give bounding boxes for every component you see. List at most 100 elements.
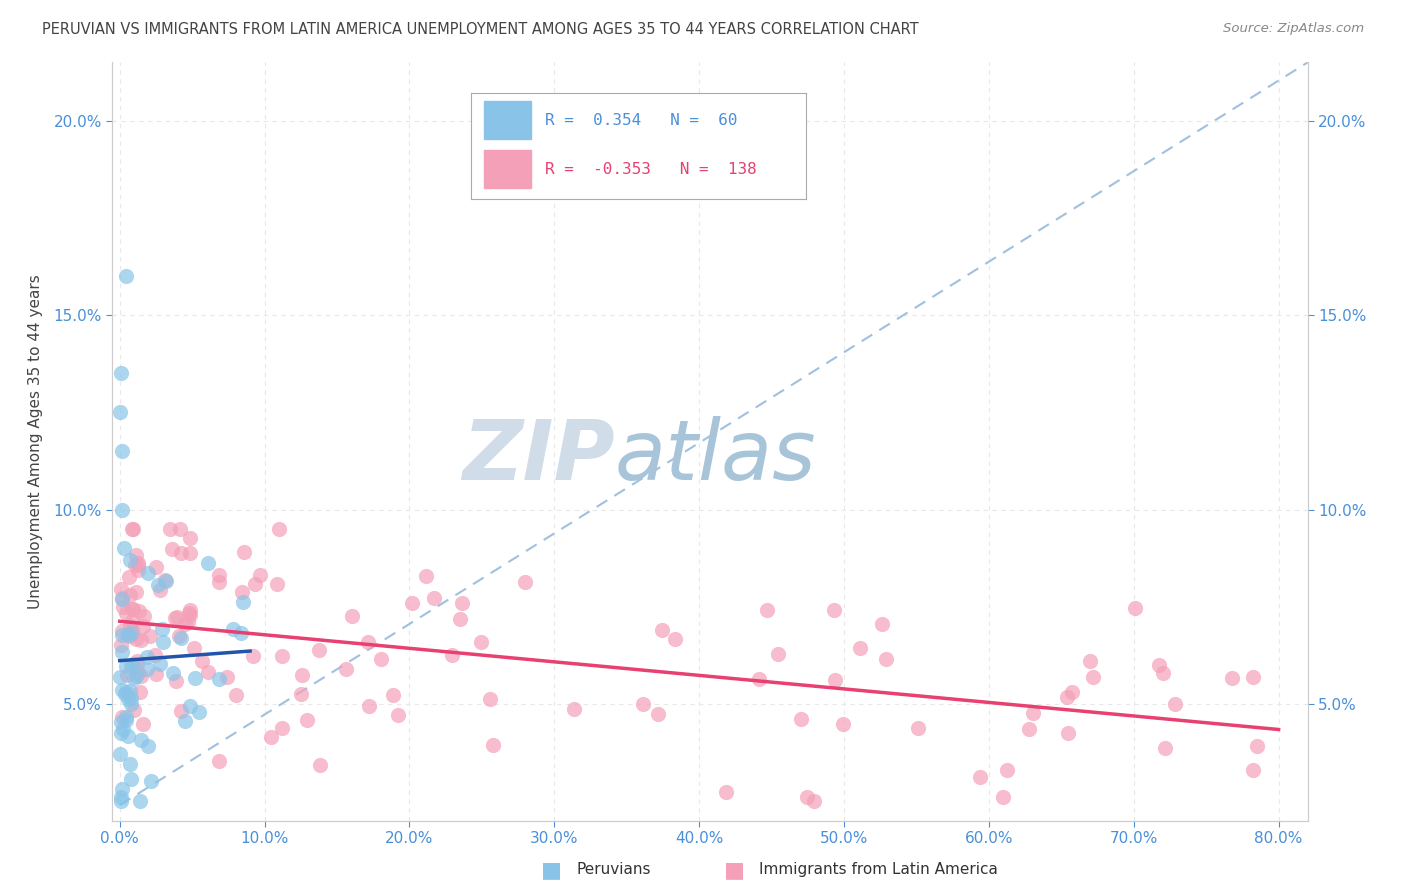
Point <box>197 556 219 570</box>
Point <box>110 715 132 730</box>
Point <box>359 699 381 714</box>
Point <box>907 721 929 735</box>
Point <box>297 713 319 727</box>
Point <box>148 578 170 592</box>
Point <box>335 662 357 676</box>
Point <box>267 522 290 536</box>
Point <box>148 657 170 672</box>
Point <box>132 716 155 731</box>
Point <box>111 624 134 639</box>
Text: Source: ZipAtlas.com: Source: ZipAtlas.com <box>1223 22 1364 36</box>
Point <box>243 577 266 591</box>
Point <box>232 545 254 559</box>
Point <box>177 606 200 620</box>
Point <box>125 668 148 682</box>
Point <box>118 619 141 633</box>
Point <box>155 574 177 588</box>
Point <box>152 635 174 649</box>
Point <box>145 560 167 574</box>
Point <box>232 595 254 609</box>
Point <box>401 596 423 610</box>
Point <box>631 697 654 711</box>
Point <box>125 657 148 672</box>
Point <box>208 673 231 687</box>
Point <box>187 706 209 720</box>
Point <box>271 721 294 735</box>
Point <box>132 619 155 633</box>
Point <box>440 648 463 662</box>
Point <box>1057 726 1080 740</box>
Point <box>179 531 201 545</box>
Point <box>131 732 153 747</box>
Point <box>515 574 537 589</box>
Point <box>128 558 150 573</box>
Point <box>139 629 162 643</box>
Point <box>110 726 132 740</box>
Point <box>122 657 145 671</box>
Point <box>259 731 281 745</box>
Point <box>1154 740 1177 755</box>
Point <box>117 627 139 641</box>
Point <box>121 623 143 637</box>
Point <box>173 714 195 729</box>
Point <box>108 670 131 684</box>
Point <box>136 566 159 580</box>
Point <box>111 444 134 458</box>
Point <box>449 612 471 626</box>
Point <box>1123 601 1146 615</box>
Point <box>128 604 150 618</box>
Point <box>150 622 173 636</box>
Point <box>117 730 139 744</box>
Point <box>308 642 330 657</box>
Point <box>208 567 231 582</box>
Point <box>470 635 492 649</box>
Point <box>249 567 271 582</box>
Point <box>160 541 183 556</box>
Point <box>165 673 187 688</box>
Point <box>790 712 813 726</box>
Point <box>756 603 779 617</box>
Point <box>562 702 585 716</box>
Point <box>290 687 312 701</box>
Point <box>291 667 314 681</box>
Point <box>125 665 148 680</box>
Point <box>124 548 146 562</box>
Point <box>139 774 162 789</box>
Point <box>122 671 145 685</box>
Point <box>450 596 472 610</box>
Text: Immigrants from Latin America: Immigrants from Latin America <box>759 863 998 877</box>
Point <box>225 688 247 702</box>
Point <box>1152 665 1174 680</box>
Point <box>155 574 177 588</box>
Point <box>120 772 142 786</box>
Point <box>129 684 152 698</box>
Point <box>127 556 149 570</box>
Point <box>179 602 201 616</box>
Point <box>111 710 134 724</box>
Point <box>179 608 201 623</box>
Point <box>340 608 363 623</box>
Point <box>125 632 148 646</box>
Point <box>191 654 214 668</box>
Point <box>664 632 686 646</box>
Point <box>115 269 138 284</box>
Point <box>115 606 138 620</box>
Point <box>110 789 132 804</box>
Point <box>796 789 818 804</box>
Text: PERUVIAN VS IMMIGRANTS FROM LATIN AMERICA UNEMPLOYMENT AMONG AGES 35 TO 44 YEARS: PERUVIAN VS IMMIGRANTS FROM LATIN AMERIC… <box>42 22 918 37</box>
Point <box>382 688 405 702</box>
Point <box>127 654 149 668</box>
Point <box>179 546 201 560</box>
Point <box>125 585 148 599</box>
Point <box>127 563 149 577</box>
Point <box>1220 671 1243 685</box>
Point <box>370 652 392 666</box>
Point <box>118 552 141 566</box>
Point <box>270 648 292 663</box>
Point <box>748 673 770 687</box>
Point <box>215 670 238 684</box>
Point <box>115 709 138 723</box>
Point <box>162 665 184 680</box>
Point <box>110 582 132 596</box>
Y-axis label: Unemployment Among Ages 35 to 44 years: Unemployment Among Ages 35 to 44 years <box>28 274 42 609</box>
